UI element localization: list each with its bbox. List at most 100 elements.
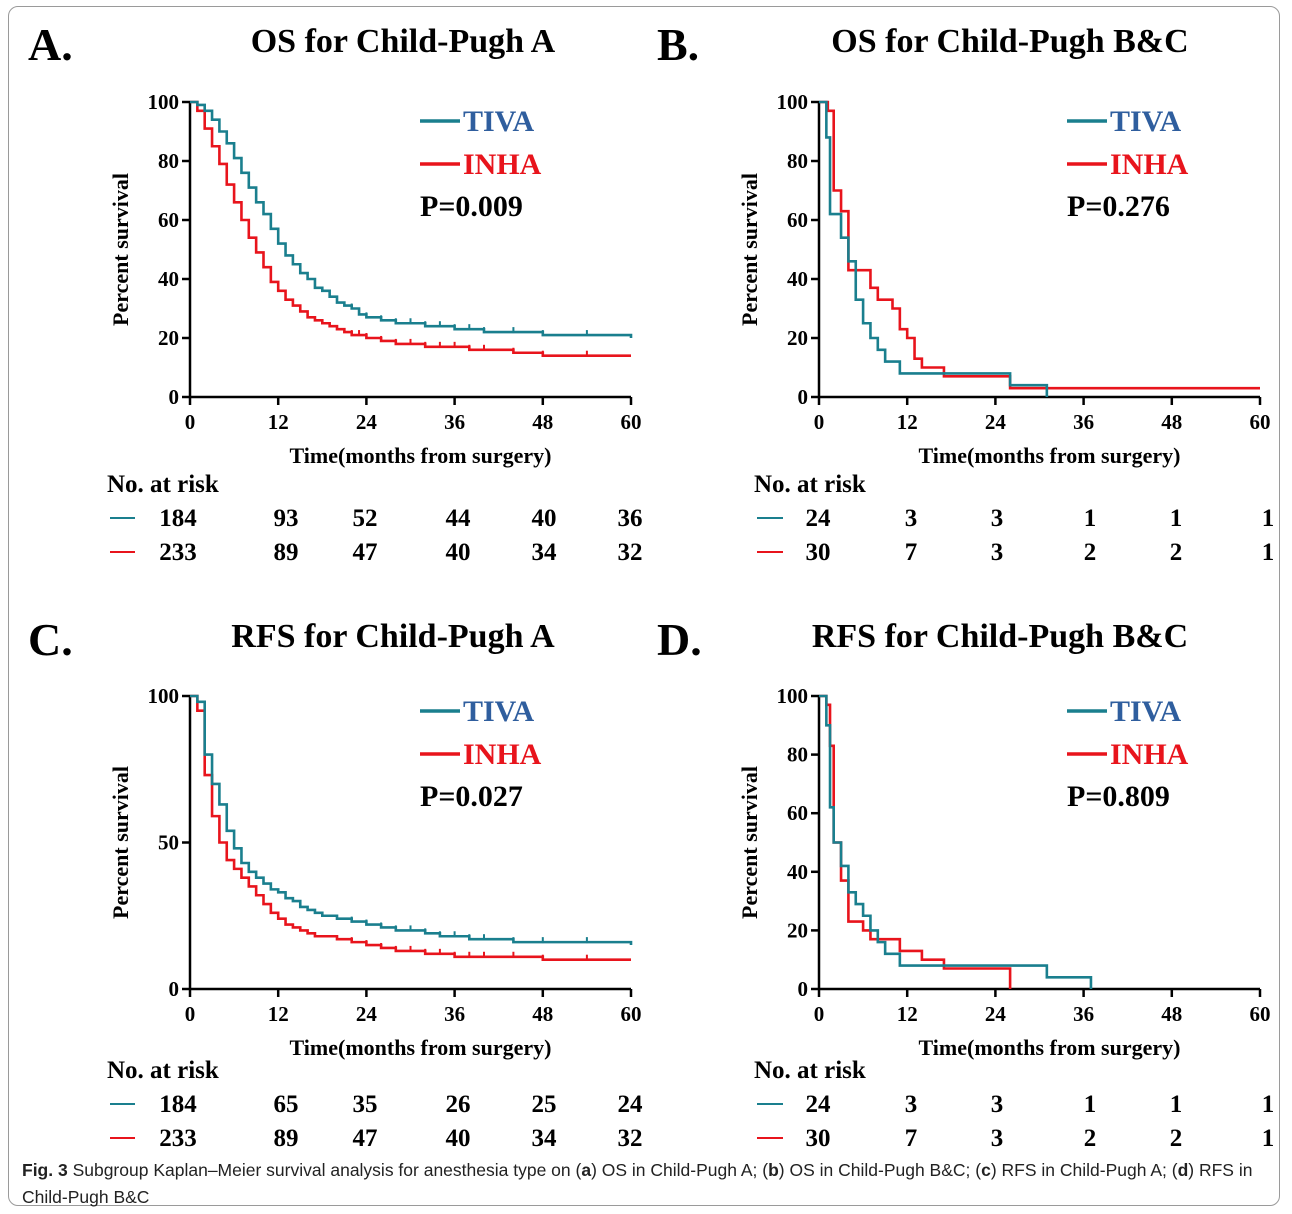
risk-inha-count: 40 bbox=[446, 1125, 471, 1150]
risk-inha-count: 47 bbox=[353, 1125, 378, 1150]
x-tick-label: 36 bbox=[444, 1002, 465, 1026]
panel-letter: B. bbox=[657, 19, 699, 70]
y-tick-label: 0 bbox=[798, 385, 809, 409]
risk-tiva-count: 3 bbox=[991, 505, 1004, 532]
risk-tiva-count: 40 bbox=[532, 505, 557, 532]
x-tick-label: 12 bbox=[897, 410, 918, 434]
risk-tiva-count: 1 bbox=[1262, 1091, 1275, 1118]
caption-part-4: ) OS in Child-Pugh B&C; ( bbox=[778, 1160, 982, 1180]
x-tick-label: 24 bbox=[985, 410, 1007, 434]
inha-survival-curve bbox=[190, 694, 631, 961]
risk-tiva-count: 65 bbox=[274, 1091, 299, 1118]
legend-tiva-label: TIVA bbox=[463, 105, 534, 138]
risk-tiva-count: 24 bbox=[806, 1091, 832, 1118]
risk-tiva-count: 3 bbox=[991, 1091, 1004, 1118]
y-tick-label: 0 bbox=[169, 977, 180, 1001]
risk-tiva-count: 35 bbox=[353, 1091, 378, 1118]
x-tick-label: 24 bbox=[985, 1002, 1007, 1026]
y-tick-label: 60 bbox=[787, 208, 808, 232]
caption-part-2: ) OS in Child-Pugh A; ( bbox=[591, 1160, 769, 1180]
y-axis-label: Percent survival bbox=[108, 173, 133, 326]
risk-tiva-count: 52 bbox=[353, 505, 378, 532]
x-tick-label: 48 bbox=[1161, 1002, 1182, 1026]
y-tick-label: 60 bbox=[787, 801, 808, 825]
x-axis-label: Time(months from surgery) bbox=[290, 1035, 552, 1060]
p-value: P=0.027 bbox=[420, 780, 523, 813]
risk-inha-count: 30 bbox=[806, 539, 831, 566]
caption-part-3: b bbox=[768, 1160, 779, 1180]
panel-title: RFS for Child-Pugh B&C bbox=[812, 618, 1188, 655]
risk-inha-count: 233 bbox=[159, 1125, 197, 1150]
y-tick-label: 80 bbox=[787, 743, 808, 767]
tiva-survival-curve bbox=[190, 694, 633, 946]
y-tick-label: 20 bbox=[787, 326, 808, 350]
caption-part-0: Subgroup Kaplan–Meier survival analysis … bbox=[67, 1160, 582, 1180]
risk-tiva-count: 26 bbox=[446, 1091, 471, 1118]
caption-part-7: d bbox=[1177, 1160, 1189, 1180]
risk-inha-count: 32 bbox=[618, 1125, 643, 1150]
risk-tiva-count: 184 bbox=[159, 505, 197, 532]
risk-inha-count: 3 bbox=[991, 1125, 1004, 1150]
y-tick-label: 40 bbox=[787, 267, 808, 291]
x-tick-label: 36 bbox=[1073, 1002, 1094, 1026]
x-tick-label: 24 bbox=[356, 1002, 378, 1026]
y-tick-label: 100 bbox=[148, 684, 180, 708]
caption-part-1: a bbox=[581, 1160, 592, 1180]
x-tick-label: 12 bbox=[268, 410, 289, 434]
panel-c: C. RFS for Child-Pugh A 0 50 100 0 12 24 36 48 60 T… bbox=[28, 614, 643, 1150]
risk-inha-count: 3 bbox=[991, 539, 1004, 566]
inha-survival-curve bbox=[190, 100, 631, 357]
risk-tiva-count: 184 bbox=[159, 1091, 197, 1118]
y-tick-label: 20 bbox=[158, 326, 179, 350]
x-tick-label: 48 bbox=[532, 410, 553, 434]
p-value: P=0.809 bbox=[1067, 780, 1170, 813]
risk-inha-count: 2 bbox=[1170, 1125, 1183, 1150]
y-tick-label: 100 bbox=[777, 90, 809, 114]
x-tick-label: 0 bbox=[185, 410, 196, 434]
risk-tiva-count: 44 bbox=[446, 505, 472, 532]
caption-part-8: ) RFS in Child-Pugh B&C bbox=[22, 1160, 1253, 1207]
risk-tiva-count: 1 bbox=[1170, 1091, 1183, 1118]
risk-inha-count: 40 bbox=[446, 539, 471, 566]
legend-inha-label: INHA bbox=[1110, 148, 1189, 181]
legend-inha-label: INHA bbox=[463, 738, 542, 771]
risk-inha-count: 7 bbox=[905, 1125, 918, 1150]
y-tick-label: 80 bbox=[158, 149, 179, 173]
y-tick-label: 80 bbox=[787, 149, 808, 173]
y-tick-label: 0 bbox=[798, 977, 809, 1001]
risk-inha-count: 233 bbox=[159, 539, 197, 566]
risk-inha-count: 1 bbox=[1262, 539, 1275, 566]
risk-inha-count: 34 bbox=[532, 539, 558, 566]
risk-inha-count: 7 bbox=[905, 539, 918, 566]
y-tick-label: 50 bbox=[158, 831, 179, 855]
y-tick-label: 0 bbox=[169, 385, 180, 409]
risk-inha-count: 1 bbox=[1262, 1125, 1275, 1150]
x-tick-label: 60 bbox=[621, 410, 642, 434]
x-tick-label: 0 bbox=[814, 1002, 825, 1026]
panel-title: OS for Child-Pugh B&C bbox=[831, 23, 1188, 60]
legend-inha-label: INHA bbox=[463, 148, 542, 181]
risk-tiva-count: 24 bbox=[806, 505, 832, 532]
caption-fig-label: Fig. 3 bbox=[22, 1160, 68, 1180]
p-value: P=0.276 bbox=[1067, 190, 1170, 223]
figure-frame bbox=[8, 6, 1280, 1206]
x-tick-label: 24 bbox=[356, 410, 378, 434]
x-axis-label: Time(months from surgery) bbox=[919, 443, 1181, 468]
tiva-survival-curve bbox=[819, 694, 1093, 989]
p-value: P=0.009 bbox=[420, 190, 523, 223]
inha-survival-curve bbox=[819, 100, 1260, 390]
panel-title: RFS for Child-Pugh A bbox=[231, 618, 555, 655]
y-tick-label: 40 bbox=[787, 860, 808, 884]
y-axis-label: Percent survival bbox=[108, 766, 133, 919]
risk-tiva-count: 3 bbox=[905, 505, 918, 532]
x-tick-label: 60 bbox=[1250, 1002, 1271, 1026]
risk-table-label: No. at risk bbox=[754, 471, 866, 498]
y-axis-label: Percent survival bbox=[737, 766, 762, 919]
panel-letter: C. bbox=[28, 614, 73, 665]
legend-tiva-label: TIVA bbox=[463, 695, 534, 728]
panel-title: OS for Child-Pugh A bbox=[251, 23, 556, 60]
risk-inha-count: 2 bbox=[1084, 1125, 1097, 1150]
legend-tiva-label: TIVA bbox=[1110, 695, 1181, 728]
